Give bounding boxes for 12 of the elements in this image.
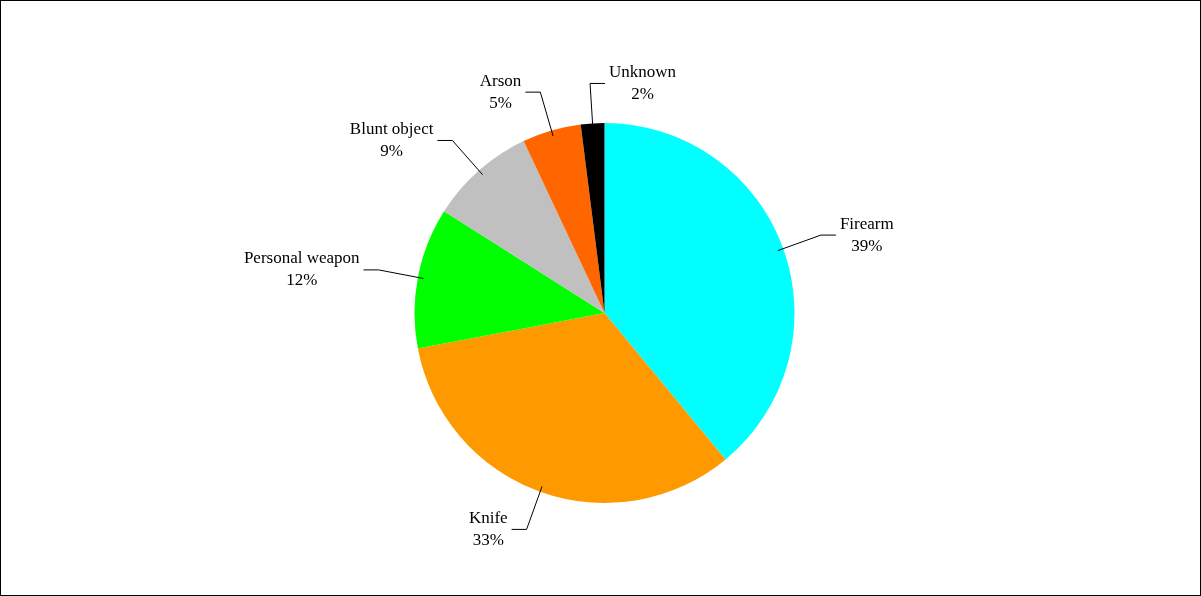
- slice-label: Unknown: [609, 61, 677, 81]
- data-label: 12%: [286, 270, 318, 290]
- data-label: 33%: [472, 529, 504, 549]
- slice-label: Arson: [479, 70, 522, 90]
- data-label: 39%: [851, 235, 883, 255]
- slice-label: Knife: [468, 507, 508, 527]
- slice-label: Personal weapon: [243, 248, 361, 268]
- data-label: 2%: [631, 83, 654, 103]
- data-label: 5%: [489, 92, 512, 112]
- slice-label: Blunt object: [349, 118, 434, 138]
- data-label: 9%: [380, 140, 403, 160]
- slice-label: Firearm: [839, 213, 894, 233]
